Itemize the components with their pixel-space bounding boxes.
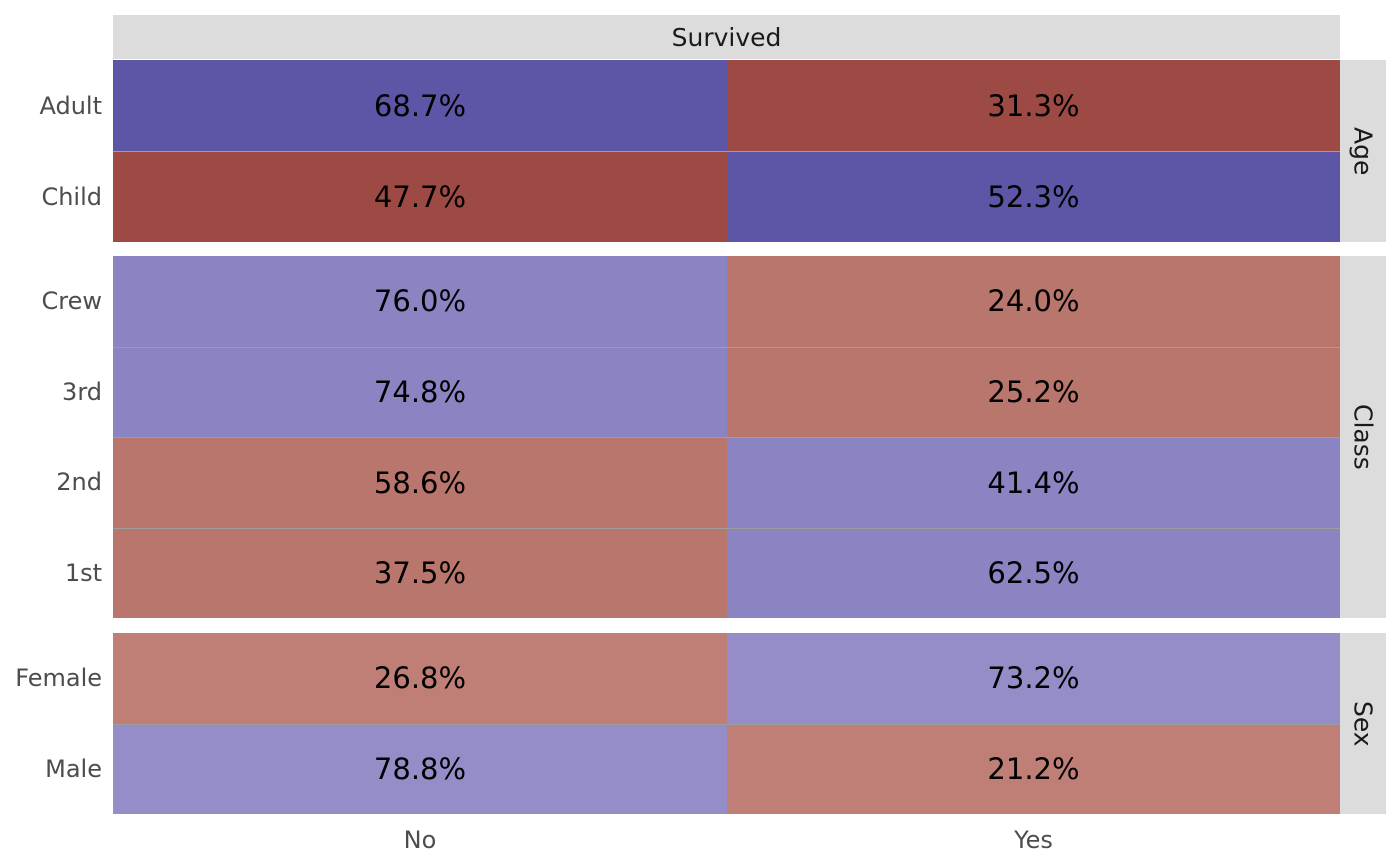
facet-class: Crew 76.0% 24.0% 3rd 74.8% 25.2% 2nd 58.… <box>0 256 1386 618</box>
cell-child-yes: 52.3% <box>727 151 1340 242</box>
facet-strip-age: Age <box>1340 60 1386 242</box>
cell-3rd-yes: 25.2% <box>727 346 1340 437</box>
row-label-2nd: 2nd <box>56 468 102 497</box>
cell-1st-no: 37.5% <box>113 527 727 618</box>
cell-2nd-no: 58.6% <box>113 437 727 528</box>
cell-adult-yes: 31.3% <box>727 60 1340 151</box>
cell-female-no: 26.8% <box>113 633 727 724</box>
cell-crew-no: 76.0% <box>113 256 727 347</box>
cell-2nd-yes: 41.4% <box>727 437 1340 528</box>
cell-1st-yes: 62.5% <box>727 527 1340 618</box>
x-axis: No Yes <box>113 822 1340 858</box>
facet-strip-class: Class <box>1340 256 1386 618</box>
row-label-male: Male <box>45 754 102 783</box>
row-label-female: Female <box>15 664 102 693</box>
row-label-crew: Crew <box>41 287 103 316</box>
x-axis-label-no: No <box>403 826 437 854</box>
facet-sex: Female 26.8% 73.2% Male 78.8% 21.2% Sex <box>0 633 1386 814</box>
cell-crew-yes: 24.0% <box>727 256 1340 347</box>
row-label-3rd: 3rd <box>62 377 102 406</box>
cell-female-yes: 73.2% <box>727 633 1340 724</box>
cell-3rd-no: 74.8% <box>113 346 727 437</box>
cell-child-no: 47.7% <box>113 151 727 242</box>
row-label-1st: 1st <box>64 558 102 587</box>
facet-age: Adult 68.7% 31.3% Child 47.7% 52.3% Age <box>0 60 1386 242</box>
cell-adult-no: 68.7% <box>113 60 727 151</box>
facet-strip-sex: Sex <box>1340 633 1386 814</box>
cell-male-yes: 21.2% <box>727 723 1340 814</box>
row-label-adult: Adult <box>39 91 102 120</box>
facet-strip-survived: Survived <box>113 15 1340 59</box>
row-label-child: Child <box>41 182 102 211</box>
x-axis-label-yes: Yes <box>1014 826 1053 854</box>
cell-male-no: 78.8% <box>113 723 727 814</box>
